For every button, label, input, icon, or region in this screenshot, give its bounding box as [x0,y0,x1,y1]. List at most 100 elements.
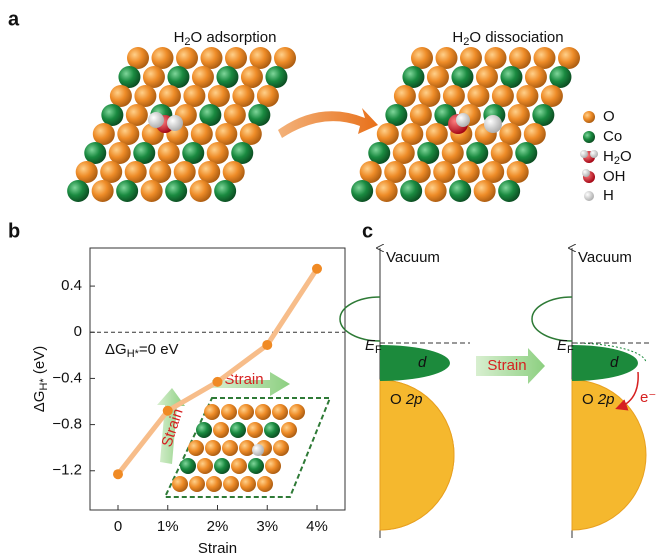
atom [205,440,221,456]
atom [67,180,89,202]
figure: a b c H2O adsorption H2O dissociation O … [0,0,658,559]
atom [289,404,305,420]
label-part: 2p [405,391,423,408]
atom [534,47,556,69]
lattice [67,47,296,202]
atom [376,180,398,202]
atom [241,66,263,88]
atom [216,66,238,88]
x-tick-label: 3% [256,518,278,535]
band-label: O 2p [582,391,615,408]
legend: O Co H2O OH H [580,108,632,204]
panel-label: a [8,8,20,30]
atom [222,440,238,456]
atom [250,47,272,69]
atom [148,112,164,128]
atom [223,161,245,183]
label-part: ΔG [105,341,127,358]
atom [224,104,246,126]
atom [417,142,439,164]
atom [482,161,504,183]
x-axis-label: Strain [198,540,237,557]
atom [126,104,148,126]
band-label: O 2p [390,391,423,408]
atom [443,85,465,107]
atom [401,123,423,145]
title-part: O dissociation [469,29,563,46]
atom [541,85,563,107]
band-label: d [418,354,427,371]
atom [458,161,480,183]
atom [118,66,140,88]
title-part: O adsorption [191,29,277,46]
legend-icon [580,150,588,158]
atom [191,123,213,145]
atom [174,161,196,183]
atom [92,180,114,202]
atom [76,161,98,183]
atom [426,123,448,145]
atom [508,104,530,126]
atom [223,476,239,492]
label-sub: F [567,344,574,356]
legend-icon [582,169,590,177]
atom [425,180,447,202]
atom [215,123,237,145]
label-sub: H* [127,348,140,360]
atom [394,85,416,107]
atom [149,161,171,183]
atom [410,104,432,126]
legend-label: OH [603,168,626,185]
atom [476,66,498,88]
panel-label: c [362,220,373,242]
atom [152,47,174,69]
atom [117,123,139,145]
atom [474,180,496,202]
atom [204,404,220,420]
legend-part: O [620,148,632,165]
process-arrow [278,108,378,138]
atom [377,123,399,145]
atom [456,113,470,127]
atom [272,404,288,420]
data-point [262,340,272,350]
atom [232,85,254,107]
atom [93,123,115,145]
atom [213,422,229,438]
label-sub: F [375,344,382,356]
atom [230,422,246,438]
axis-label: Vacuum [578,249,632,266]
atom [141,180,163,202]
atom [182,142,204,164]
atom [165,180,187,202]
orbital [340,297,380,341]
atom [433,161,455,183]
legend-icon [583,111,595,123]
atom [231,142,253,164]
atom [110,85,132,107]
atom [411,47,433,69]
label-sub: H* [38,378,50,391]
chart: 0.40−0.4−0.8−1.201%2%3%4%StrainΔGH* (eV)… [31,248,345,557]
atom [100,161,122,183]
atom [201,47,223,69]
title-part: H [174,29,185,46]
atom [158,142,180,164]
atom [238,404,254,420]
atom [127,47,149,69]
atom [400,180,422,202]
atom [368,142,390,164]
orbital [532,297,572,341]
legend-label: H2O [603,148,632,167]
atom [214,458,230,474]
panel-label: b [8,220,20,242]
label-part: 2p [597,391,615,408]
atom [109,142,131,164]
lattice [351,47,580,202]
electron-label: e⁻ [640,389,656,406]
atom [265,458,281,474]
atom [257,476,273,492]
legend-label: O [603,108,615,125]
atom [221,404,237,420]
atom [436,47,458,69]
